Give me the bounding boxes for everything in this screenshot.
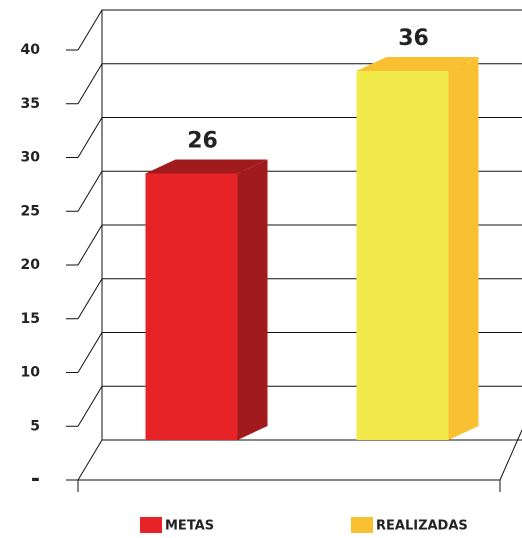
legend-label: REALIZADAS	[376, 519, 468, 534]
bar-side	[448, 57, 479, 440]
y-tick-label: 15	[21, 311, 40, 327]
bar-top	[356, 57, 479, 71]
y-tick-label: 25	[21, 203, 40, 219]
legend-swatch	[140, 517, 162, 533]
y-tick-label: -	[31, 467, 40, 492]
bar-top	[145, 159, 268, 174]
y-tick-label: 30	[21, 150, 41, 166]
y-tick-label: 35	[21, 96, 40, 112]
y-tick-label: 10	[21, 365, 41, 381]
legend-swatch	[351, 517, 373, 533]
y-tick-label: 40	[21, 42, 41, 58]
y-tick-label: 5	[30, 418, 40, 434]
value-label: 36	[398, 26, 429, 51]
floor-line	[77, 479, 501, 492]
grid-line	[77, 9, 522, 51]
value-label: 26	[187, 129, 218, 154]
legend-label: METAS	[165, 519, 214, 534]
bar	[145, 173, 238, 440]
bar	[356, 71, 449, 440]
bar-side	[237, 159, 268, 440]
y-tick-label: 20	[21, 257, 41, 273]
floor-line	[499, 429, 522, 481]
grid-line	[77, 439, 522, 481]
